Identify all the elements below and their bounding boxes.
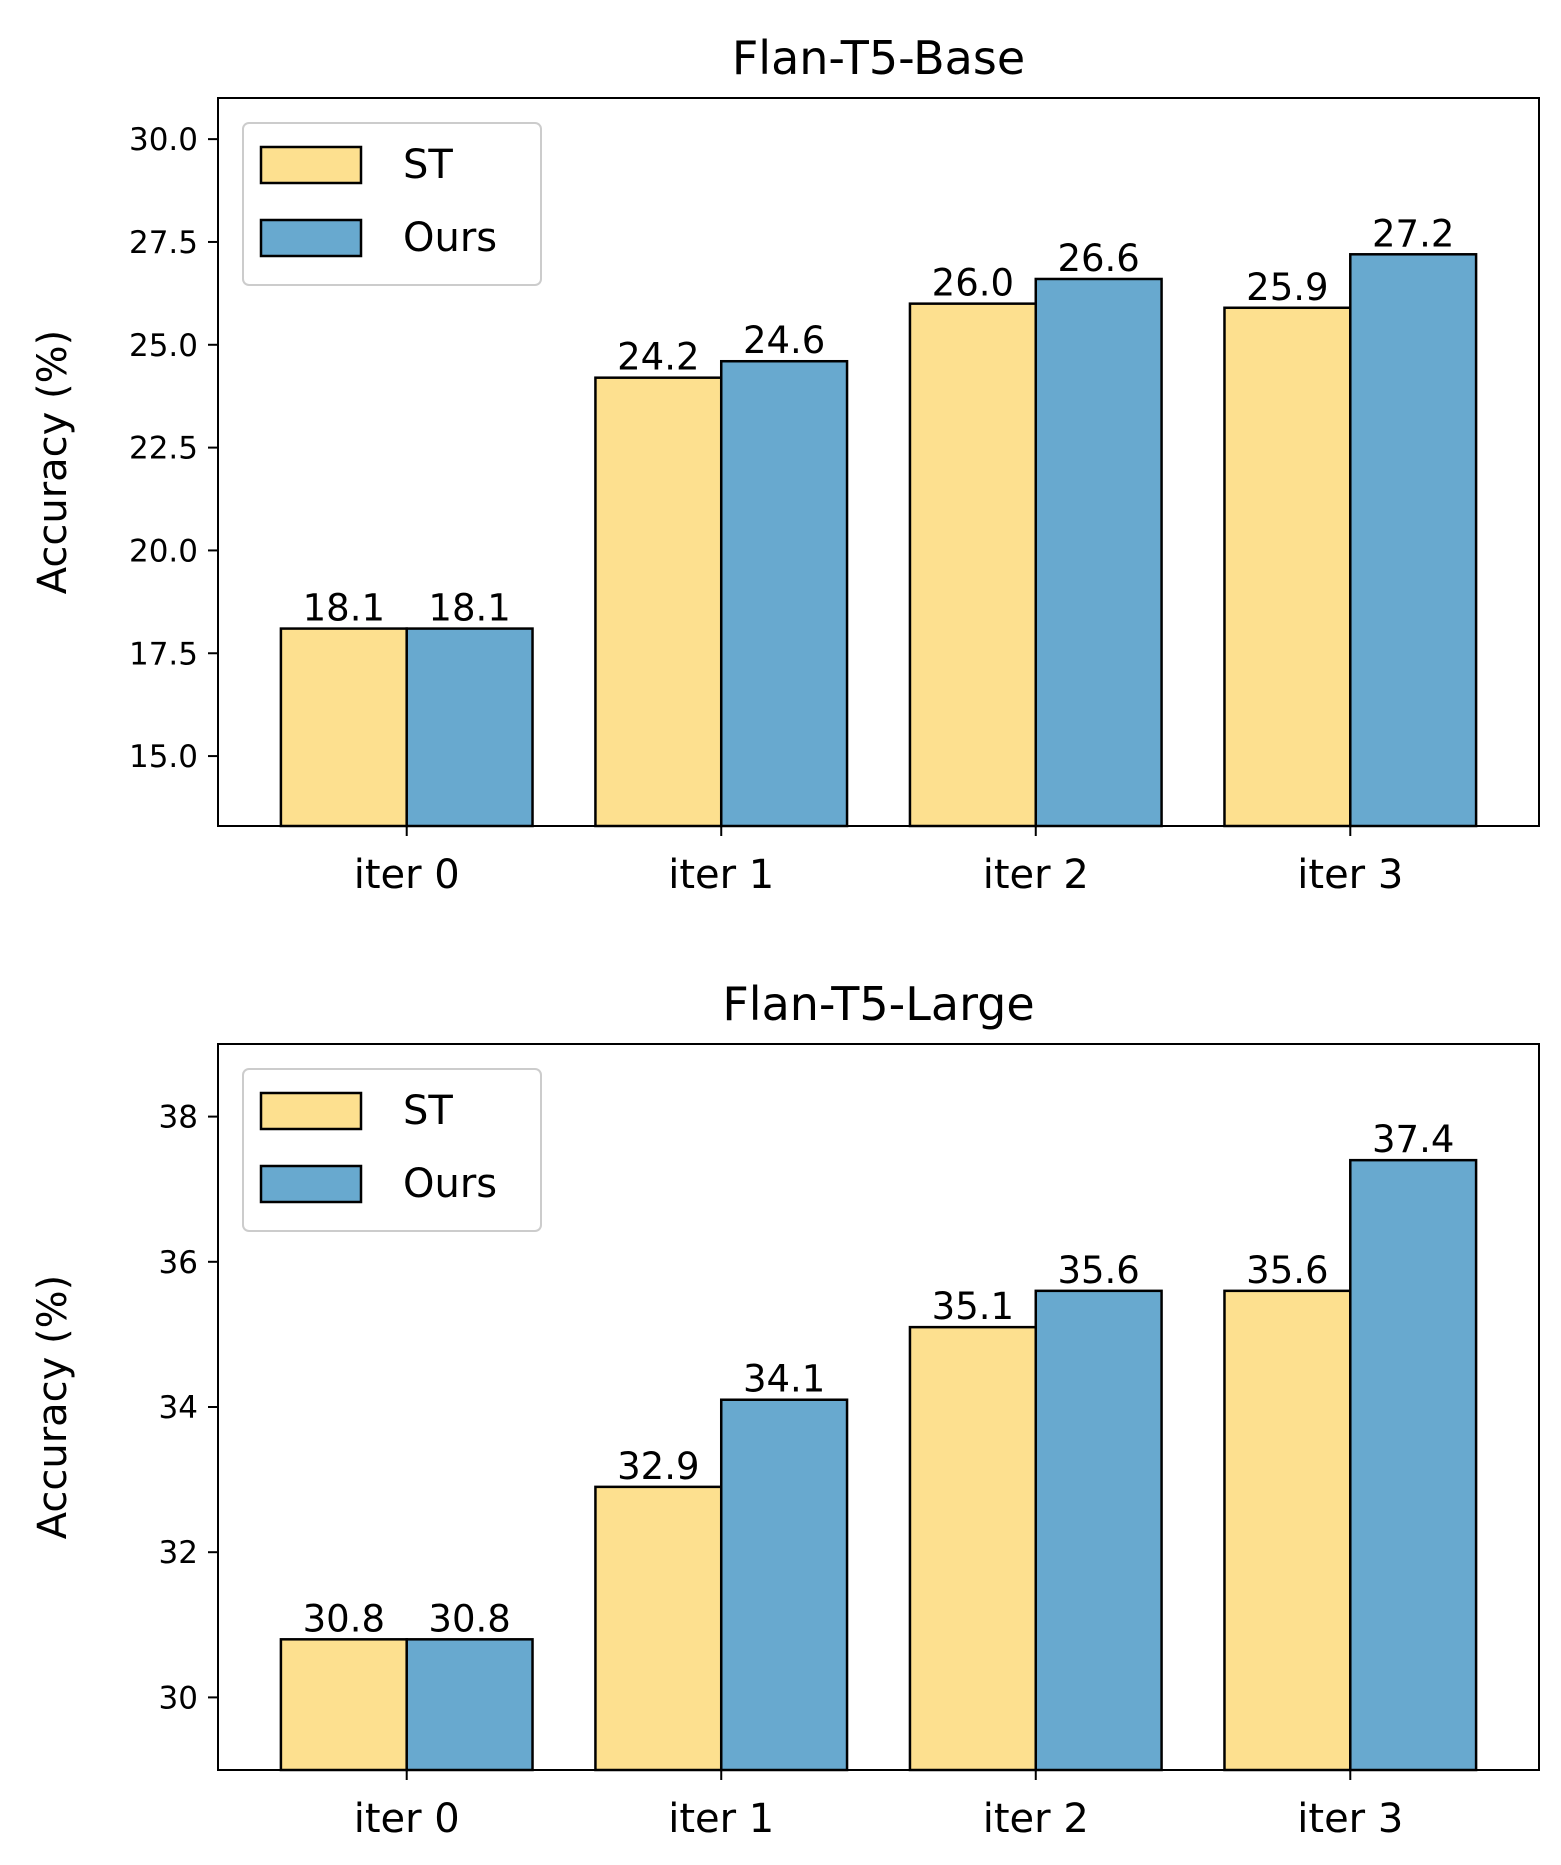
bar-ours-1	[719, 1398, 849, 1772]
x-tick-label: iter 3	[1297, 852, 1403, 898]
bar-st-1	[594, 1485, 723, 1772]
x-tick-label: iter 0	[354, 1796, 460, 1842]
y-tick-label: 34	[159, 1390, 198, 1426]
x-tick-label: iter 3	[1297, 1796, 1403, 1842]
y-tick-label: 20.0	[129, 533, 198, 569]
y-tick-label: 36	[159, 1245, 198, 1281]
y-tick-label: 32	[159, 1535, 198, 1571]
bar-st-2	[908, 1325, 1038, 1772]
data-label: 35.6	[1057, 1249, 1139, 1292]
y-tick-label: 25.0	[129, 328, 198, 364]
chart-title: Flan-T5-Base	[732, 31, 1025, 85]
y-tick-label: 15.0	[129, 739, 198, 775]
y-tick-label: 30.0	[129, 122, 198, 158]
legend-label-st: ST	[403, 1088, 453, 1134]
data-label: 24.2	[617, 336, 699, 379]
y-axis-label: Accuracy (%)	[30, 330, 76, 595]
bar-st-3	[1223, 306, 1352, 828]
bar-ours-2	[1034, 1289, 1163, 1772]
bar-ours-2	[1034, 277, 1163, 828]
legend: ST Ours	[242, 122, 542, 286]
legend-swatch-st	[259, 1091, 363, 1131]
bar-st-2	[908, 302, 1038, 828]
bar-st-1	[594, 376, 723, 828]
data-label: 18.1	[428, 587, 510, 630]
legend-swatch-st	[259, 145, 363, 185]
legend-label-st: ST	[403, 142, 453, 188]
data-label: 27.2	[1372, 212, 1454, 255]
x-tick-label: iter 1	[668, 852, 774, 898]
y-tick-label: 27.5	[129, 225, 198, 261]
bar-ours-1	[719, 359, 849, 828]
y-tick-label: 38	[159, 1100, 198, 1136]
data-label: 30.8	[303, 1597, 385, 1640]
bar-st-0	[279, 1638, 408, 1772]
x-tick-label: iter 2	[983, 852, 1089, 898]
legend: ST Ours	[242, 1068, 542, 1232]
legend-swatch-ours	[259, 1164, 363, 1204]
x-tick-label: iter 1	[668, 1796, 774, 1842]
bar-ours-0	[405, 627, 534, 828]
legend-swatch-ours	[259, 218, 363, 258]
data-label: 18.1	[303, 587, 385, 630]
bar-ours-3	[1349, 253, 1478, 828]
data-label: 35.6	[1246, 1249, 1328, 1292]
bar-ours-3	[1349, 1158, 1478, 1772]
data-label: 32.9	[617, 1445, 699, 1488]
y-tick-label: 17.5	[129, 636, 198, 672]
legend-label-ours: Ours	[403, 1161, 497, 1207]
data-label: 35.1	[932, 1285, 1014, 1328]
legend-label-ours: Ours	[403, 215, 497, 261]
bar-st-0	[279, 627, 408, 828]
y-tick-label: 30	[159, 1680, 198, 1716]
bar-st-3	[1223, 1289, 1352, 1772]
data-label: 25.9	[1246, 266, 1328, 309]
data-label: 26.0	[932, 262, 1014, 305]
data-label: 37.4	[1372, 1118, 1454, 1161]
chart-title: Flan-T5-Large	[722, 977, 1034, 1031]
subplot-2: Flan-T5-Large Accuracy (%) 30.8 32.9 35.1 35.…	[30, 977, 1540, 1842]
plot-frame	[217, 97, 1540, 827]
bar-ours-0	[405, 1638, 534, 1772]
data-label: 24.6	[743, 319, 825, 362]
data-label: 34.1	[743, 1358, 825, 1401]
y-axis-label: Accuracy (%)	[30, 1275, 76, 1540]
subplot-1: Flan-T5-Base Accuracy (%) 18.1 24.2 26.0 25.9…	[30, 31, 1540, 898]
x-tick-label: iter 2	[983, 1796, 1089, 1842]
y-tick-label: 22.5	[129, 431, 198, 467]
data-label: 30.8	[428, 1597, 510, 1640]
data-label: 26.6	[1057, 237, 1139, 280]
x-tick-label: iter 0	[354, 852, 460, 898]
